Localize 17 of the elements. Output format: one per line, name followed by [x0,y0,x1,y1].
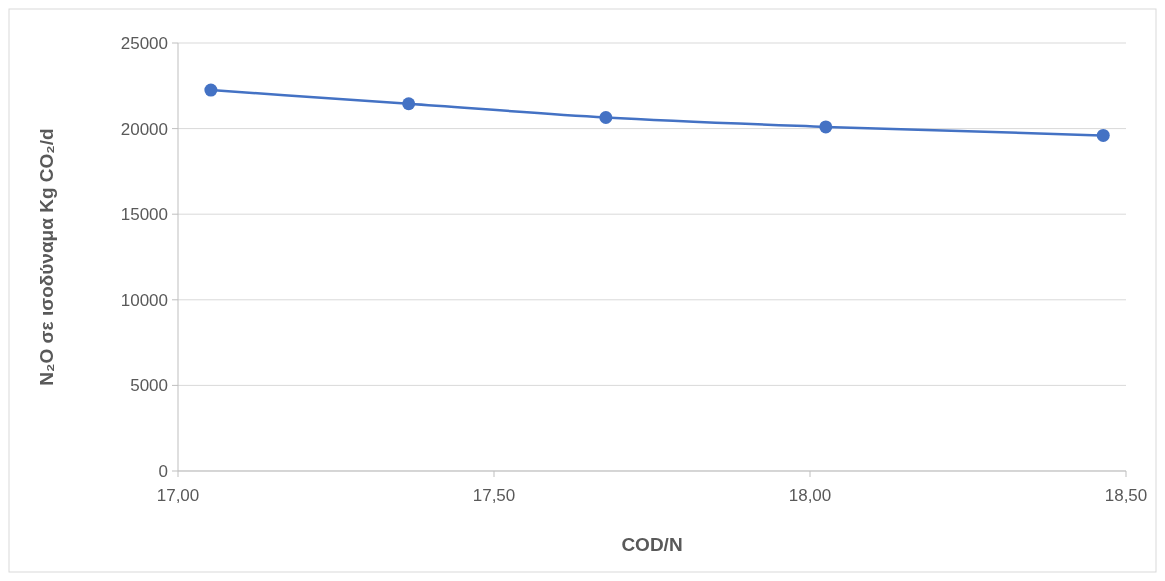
y-axis-title: N₂O σε ισοδύναμα Kg CO₂/d [36,128,57,386]
x-tick-label: 18,50 [1104,486,1148,505]
point [1096,128,1110,142]
point [819,120,833,134]
y-tick-label: 20000 [120,119,168,139]
point [599,110,613,124]
y-tick-label: 0 [158,461,168,481]
x-tick-label: 17,00 [156,486,200,505]
x-tick-label: 18,00 [788,486,832,505]
point [204,83,218,97]
y-tick-label: 10000 [120,290,168,310]
x-axis-title: COD/N [621,534,683,555]
y-tick-label: 15000 [120,205,168,225]
y-tick-label: 5000 [130,376,168,396]
y-tick-label: 25000 [120,33,168,53]
point [402,97,416,111]
x-tick-label: 17,50 [472,486,516,505]
